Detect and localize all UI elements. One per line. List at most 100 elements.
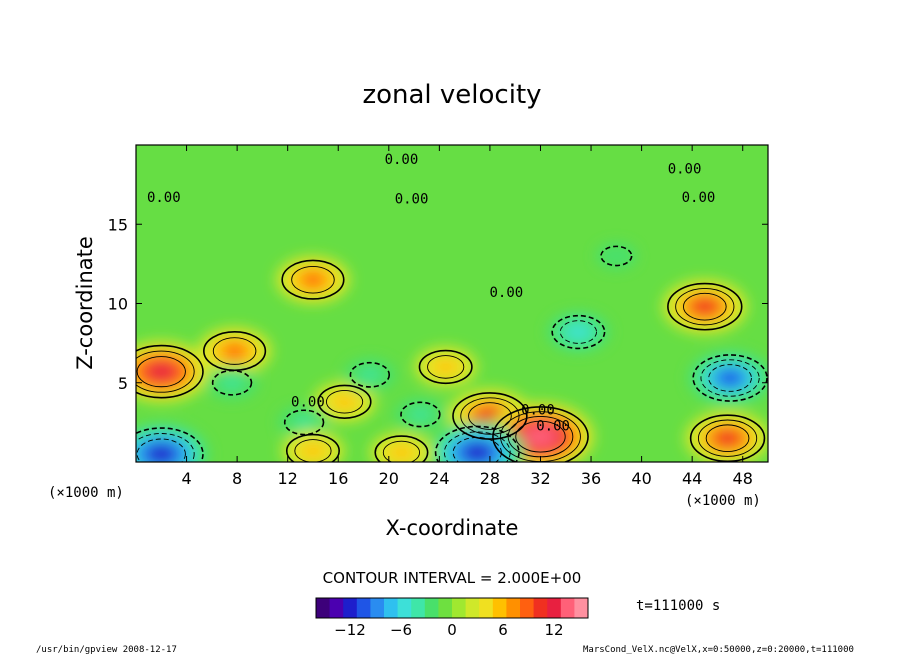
feature-level: [223, 377, 241, 388]
colorbar-swatch: [329, 598, 344, 618]
contour-line: [427, 355, 465, 379]
x-tick-label: 24: [429, 469, 449, 488]
contour-line: [418, 349, 473, 385]
colorbar-swatch: [560, 598, 575, 618]
field-feature: [369, 432, 433, 462]
plot-area: 0.000.000.000.00 0.000.000.00 0.000.00: [136, 145, 768, 462]
colorbar-swatch: [547, 598, 562, 618]
x-tick-label: 20: [379, 469, 399, 488]
field-feature: [281, 430, 345, 462]
contour-line: [136, 344, 204, 399]
colorbar-tick-label: 0: [447, 621, 457, 639]
contour-line: [468, 402, 512, 430]
colorbar-swatch: [452, 598, 467, 618]
field-feature: [687, 350, 768, 406]
contour-line: [325, 389, 364, 414]
contour-label: 0.00: [147, 190, 181, 206]
x-tick-label: 48: [733, 469, 753, 488]
contour-line: [291, 265, 335, 294]
contour-line: [675, 288, 735, 326]
x-axis: 4 8 12 16 20 24 28 32 36 40 44 48: [181, 145, 753, 488]
contour-line: [294, 439, 332, 462]
feature-level: [391, 446, 412, 459]
time-text: t=111000 s: [636, 598, 720, 614]
field-feature: [136, 423, 210, 462]
colorbar-swatch: [479, 598, 494, 618]
field-feature: [275, 256, 350, 304]
colorbar-frame: [315, 597, 589, 619]
feature-level: [435, 360, 456, 374]
field-feature: [313, 381, 377, 422]
x-tick-label: 36: [581, 469, 601, 488]
feature-level: [713, 429, 742, 447]
y-tick-label: 10: [108, 295, 128, 314]
x-unit-note: (×1000 m): [685, 493, 761, 509]
feature-level: [301, 272, 325, 288]
x-tick-label: 40: [631, 469, 651, 488]
feature-level: [145, 362, 177, 382]
feature-level: [568, 325, 589, 339]
feature-level: [295, 417, 313, 428]
colorbar-swatch: [370, 598, 385, 618]
contour-label: 0.00: [489, 285, 523, 301]
field-feature: [546, 311, 610, 353]
feature-level: [461, 442, 493, 462]
contour-line: [400, 401, 441, 428]
colorbar: −12 −6 0 6 12: [315, 597, 589, 639]
colorbar-swatch: [397, 598, 412, 618]
contour-label: 0.00: [291, 395, 325, 411]
colorbar-swatch: [533, 598, 548, 618]
y-unit-note: (×1000 m): [48, 485, 124, 501]
contour-line: [492, 406, 589, 462]
colorbar-swatch: [438, 598, 453, 618]
colorbar-swatch: [465, 598, 480, 618]
field-feature: [197, 327, 272, 375]
feature-level: [145, 444, 177, 462]
contour-line: [212, 337, 257, 365]
contour-line: [689, 414, 766, 462]
colorbar-swatch: [316, 598, 331, 618]
contour-line: [136, 433, 195, 462]
feature-level: [302, 444, 324, 458]
field-feature: [136, 340, 210, 403]
contour-line: [452, 392, 528, 440]
contour-line: [317, 384, 372, 419]
contour-line: [136, 427, 204, 462]
contour-line: [515, 420, 566, 453]
contour-line: [667, 282, 743, 331]
contour-line: [211, 369, 253, 396]
colorbar-swatch: [356, 598, 371, 618]
colorbar-swatch: [574, 598, 589, 618]
contour-label: 0.00: [385, 152, 419, 168]
contour-line: [136, 438, 186, 462]
feature-level: [523, 425, 558, 448]
contour-line: [434, 425, 520, 462]
contour-label: 0.00: [668, 162, 702, 178]
contour-label: 0.00: [536, 418, 570, 434]
contour-line: [700, 359, 760, 397]
contour-line: [349, 361, 391, 388]
colorbar-swatch: [492, 598, 507, 618]
x-tick-label: 16: [328, 469, 348, 488]
x-tick-label: 28: [480, 469, 500, 488]
contour-line: [136, 356, 186, 388]
contour-labels: 0.000.000.000.00 0.000.000.00 0.000.00: [147, 152, 715, 434]
contour-line: [203, 331, 267, 372]
colorbar-tick-label: −12: [334, 621, 366, 639]
x-tick-label: 12: [278, 469, 298, 488]
x-tick-label: 8: [232, 469, 242, 488]
x-tick-label: 32: [530, 469, 550, 488]
contour-line: [285, 433, 340, 462]
contour-line: [382, 440, 421, 462]
x-tick-label: 44: [682, 469, 702, 488]
colorbar-tick-label: −6: [390, 621, 412, 639]
contour-line: [697, 419, 758, 457]
contour-line: [600, 245, 633, 267]
contour-line: [692, 354, 768, 402]
feature-level: [691, 298, 719, 316]
feature-level: [412, 409, 429, 420]
contour-label: 0.00: [682, 190, 716, 206]
y-axis: 5 10 15: [108, 215, 768, 393]
footer-right: MarsCond_VelX.nc@VelX,x=0:50000,z=0:2000…: [583, 645, 854, 654]
feature-level: [716, 369, 744, 387]
